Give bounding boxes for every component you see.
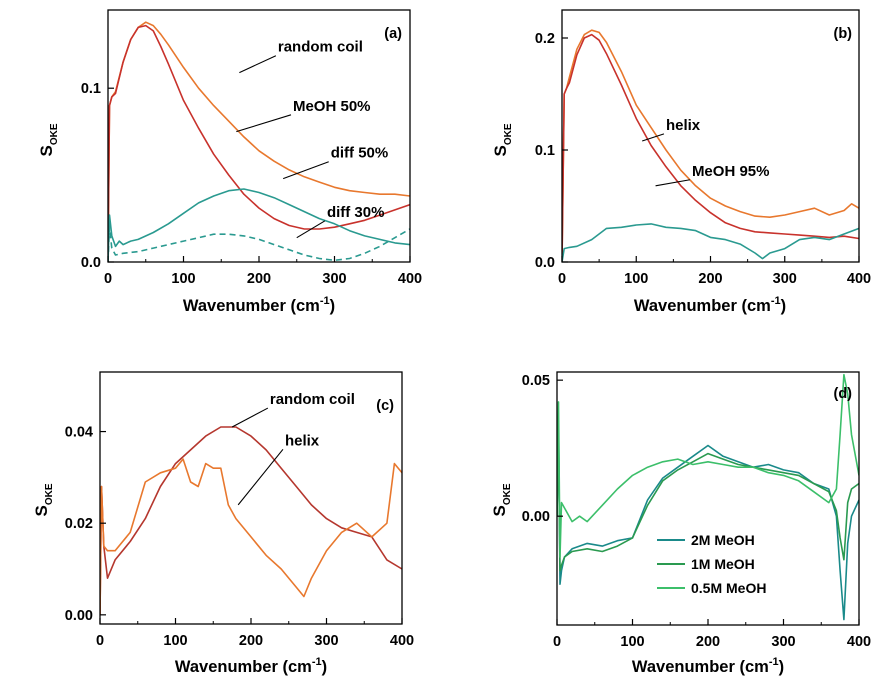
p3-legend-label: 1M MeOH <box>691 556 755 572</box>
p2-panel-label: (c) <box>376 398 394 414</box>
p1-xtick-label: 400 <box>847 271 871 287</box>
p2-ytick-label: 0.04 <box>65 425 93 441</box>
panel-b: 0 100 200 300 400 0.0 0.1 0.2 Wavenumber (cm-1) S… <box>491 9 871 315</box>
p3-legend-label: 2M MeOH <box>691 532 755 548</box>
p3-ytick-label: 0.05 <box>522 373 550 389</box>
p0-x-axis-label: Wavenumber (cm-1) <box>183 295 335 315</box>
p1-xtick-label: 100 <box>624 271 648 287</box>
p1-xtick-label: 300 <box>773 271 797 287</box>
p0-xtick-label: 400 <box>398 271 422 287</box>
p3-xtick-label: 0 <box>553 634 561 650</box>
p0-annotation-leader <box>296 220 326 239</box>
p1-xtick-label: 0 <box>558 271 566 287</box>
p1-ytick-label: 0.2 <box>535 31 555 47</box>
p1-series-line-0 <box>562 29 859 262</box>
p0-panel-label: (a) <box>384 26 402 42</box>
p3-panel-label: (d) <box>833 386 852 402</box>
p2-series-line-0 <box>100 426 402 615</box>
p0-series-line-2 <box>108 188 410 262</box>
p0-annotation-leader <box>236 114 292 133</box>
p2-ytick-label: 0.02 <box>65 516 93 532</box>
p1-ytick-label: 0.1 <box>535 143 555 159</box>
panel-a: 0 100 200 300 400 0.0 0.1 Wavenumber (cm-1) SOKE… <box>37 9 422 315</box>
p2-annotation-label: random coil <box>270 391 355 408</box>
p0-series-line-1 <box>108 24 410 262</box>
p0-xtick-label: 100 <box>171 271 195 287</box>
p1-annotation-label: helix <box>666 117 701 134</box>
p1-y-axis-label: SOKE <box>491 123 514 156</box>
p2-series-group <box>100 426 402 615</box>
p0-annotation-label: diff 50% <box>331 145 389 162</box>
p3-series-line-2 <box>557 373 859 558</box>
p2-annotation-label: helix <box>285 432 320 449</box>
p2-annotation-leader <box>231 407 269 428</box>
p2-xtick-label: 200 <box>239 633 263 649</box>
p3-series-group <box>557 373 859 621</box>
p0-series-line-3 <box>108 226 410 262</box>
p1-ytick-label: 0.0 <box>535 255 555 271</box>
p0-xtick-label: 0 <box>104 271 112 287</box>
p0-ytick-label: 0.1 <box>81 81 101 97</box>
p0-annotation-leader <box>282 161 329 180</box>
p0-ytick-label: 0.0 <box>81 255 101 271</box>
p1-plot-frame <box>561 9 860 263</box>
p0-xtick-label: 200 <box>247 271 271 287</box>
p2-y-axis-label: SOKE <box>32 483 55 516</box>
panel-c: 0 100 200 300 400 0.00 0.02 0.04 Wavenumber (cm-… <box>32 371 414 676</box>
p2-x-axis-label: Wavenumber (cm-1) <box>175 656 327 676</box>
p0-annotation-label: random coil <box>278 39 363 56</box>
p2-series-line-1 <box>100 458 402 615</box>
p2-xtick-label: 300 <box>314 633 338 649</box>
p2-ytick-label: 0.00 <box>65 608 93 624</box>
p1-xtick-label: 200 <box>698 271 722 287</box>
p3-xtick-label: 400 <box>847 634 871 650</box>
p0-xtick-label: 300 <box>322 271 346 287</box>
p3-x-axis-label: Wavenumber (cm-1) <box>632 656 784 676</box>
p0-y-axis-label: SOKE <box>37 123 60 156</box>
p3-xtick-label: 300 <box>771 634 795 650</box>
p0-annotation-leader <box>239 55 277 74</box>
p1-annotation-label: MeOH 95% <box>692 163 770 180</box>
p1-series-line-1 <box>562 33 859 262</box>
p0-series-line-0 <box>108 21 410 262</box>
p3-xtick-label: 100 <box>620 634 644 650</box>
panel-d: 0 100 200 300 400 0.00 0.05 Wavenumber (cm-1) SO… <box>490 371 871 676</box>
p0-plot-frame <box>107 9 411 263</box>
p2-annotation-leader <box>237 448 284 506</box>
p0-annotation-label: diff 30% <box>327 204 385 221</box>
p2-xtick-label: 400 <box>390 633 414 649</box>
p1-series-line-2 <box>562 223 859 262</box>
p1-annotation-leader <box>655 179 691 187</box>
p3-series-line-0 <box>557 420 859 621</box>
p3-y-axis-label: SOKE <box>490 483 513 516</box>
p1-x-axis-label: Wavenumber (cm-1) <box>634 295 786 315</box>
p1-annotation-leader <box>642 133 665 142</box>
p1-series-group <box>562 29 859 262</box>
p1-panel-label: (b) <box>833 26 852 42</box>
p3-ytick-label: 0.00 <box>522 509 550 525</box>
p0-annotation-label: MeOH 50% <box>293 98 371 115</box>
p3-series-line-1 <box>557 433 859 572</box>
p0-series-group <box>108 21 410 262</box>
p2-plot-frame <box>99 371 403 625</box>
p3-legend-label: 0.5M MeOH <box>691 580 766 596</box>
p3-xtick-label: 200 <box>696 634 720 650</box>
p2-xtick-label: 0 <box>96 633 104 649</box>
p2-xtick-label: 100 <box>163 633 187 649</box>
